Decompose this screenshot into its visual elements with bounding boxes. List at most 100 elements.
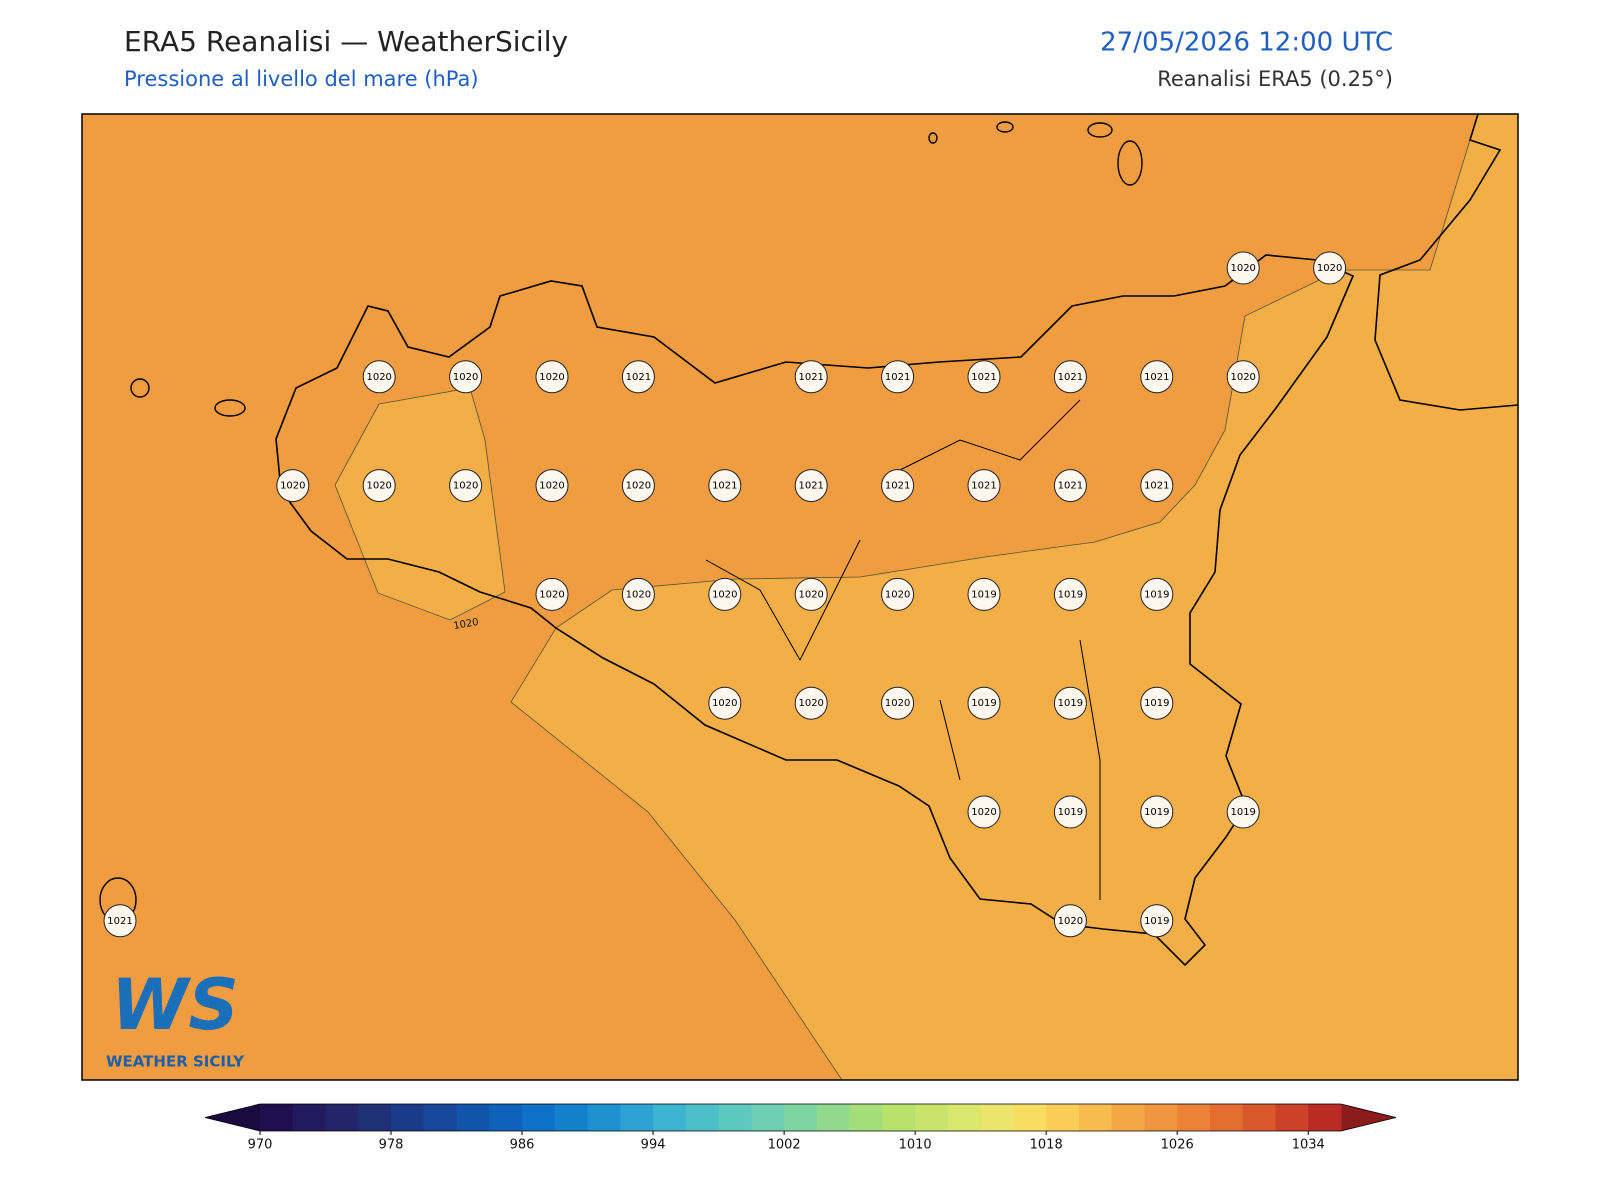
province-border	[705, 399, 1101, 900]
colorbar-segment	[391, 1104, 425, 1131]
station-value: 1020	[1058, 916, 1083, 927]
station-value: 1020	[712, 698, 737, 709]
station-marker	[362, 469, 396, 503]
station-value: 1019	[971, 698, 996, 709]
station-value: 1019	[1058, 698, 1083, 709]
station-marker	[708, 469, 742, 503]
station-marker	[1140, 360, 1174, 394]
station-value: 1021	[1144, 481, 1169, 492]
station-marker	[621, 577, 655, 611]
colorbar-segment	[260, 1104, 294, 1131]
station-marker	[621, 469, 655, 503]
map-frame	[81, 113, 1519, 1081]
station-value: 1021	[1144, 372, 1169, 383]
station-value: 1020	[1317, 263, 1342, 274]
island	[1117, 140, 1143, 186]
station-marker	[708, 577, 742, 611]
colorbar-tick-label: 994	[641, 1138, 666, 1153]
station-marker	[1140, 686, 1174, 720]
station-marker	[276, 469, 310, 503]
station-value: 1020	[539, 589, 564, 600]
colorbar-tick-label: 1002	[768, 1138, 801, 1153]
station-marker	[1053, 577, 1087, 611]
station-value: 1019	[1144, 807, 1169, 818]
colorbar-segment	[882, 1104, 916, 1131]
station-marker	[967, 577, 1001, 611]
island	[928, 132, 938, 144]
station-marker	[1140, 577, 1174, 611]
station-value: 1020	[1230, 372, 1255, 383]
colorbar-segment	[1308, 1104, 1342, 1131]
station-value: 1019	[1144, 589, 1169, 600]
colorbar-segment	[718, 1104, 752, 1131]
colorbar-under	[205, 1104, 260, 1131]
station-value: 1021	[626, 372, 651, 383]
colorbar-segment	[620, 1104, 654, 1131]
station-value: 1019	[1058, 589, 1083, 600]
colorbar-segment	[489, 1104, 523, 1131]
colorbar-outline	[204, 1103, 1397, 1132]
station-marker	[1053, 795, 1087, 829]
station-marker	[535, 360, 569, 394]
colorbar-segment	[292, 1104, 327, 1131]
pressure-band	[510, 113, 1519, 1081]
station-value: 1019	[1144, 916, 1169, 927]
station-marker	[1226, 795, 1260, 829]
station-marker	[794, 577, 828, 611]
colorbar-segment	[915, 1104, 949, 1131]
station-value: 1020	[712, 589, 737, 600]
station-marker	[103, 904, 137, 938]
station-value: 1020	[626, 481, 651, 492]
colorbar-segment	[456, 1104, 490, 1131]
station-value: 1021	[712, 481, 737, 492]
station-value: 1020	[366, 481, 391, 492]
colorbar-segment	[849, 1104, 883, 1131]
pressure-band	[334, 387, 506, 621]
colorbar-segment	[784, 1104, 818, 1131]
station-marker	[1140, 904, 1174, 938]
colorbar-segment	[980, 1104, 1014, 1131]
colorbar-segment	[751, 1104, 785, 1131]
colorbar-segment	[522, 1104, 556, 1131]
station-marker	[881, 577, 915, 611]
island	[1087, 122, 1113, 138]
colorbar-segment	[554, 1104, 589, 1131]
station-marker	[967, 686, 1001, 720]
station-marker	[449, 469, 483, 503]
station-value: 1020	[1230, 263, 1255, 274]
island	[996, 121, 1014, 133]
station-marker	[1053, 904, 1087, 938]
colorbar-segment	[1275, 1104, 1309, 1131]
station-value: 1020	[453, 481, 478, 492]
station-value: 1020	[366, 372, 391, 383]
station-value: 1021	[971, 481, 996, 492]
colorbar-segment	[587, 1104, 621, 1131]
station-marker	[794, 360, 828, 394]
colorbar-segment	[1046, 1104, 1080, 1131]
station-value: 1020	[539, 481, 564, 492]
colorbar-tick-label: 1010	[899, 1138, 932, 1153]
source: Reanalisi ERA5 (0.25°)	[1157, 67, 1393, 91]
colorbar-segment	[1242, 1104, 1276, 1131]
colorbar-segment	[358, 1104, 392, 1131]
station-marker	[794, 686, 828, 720]
colorbar-segment	[653, 1104, 687, 1131]
station-marker	[794, 469, 828, 503]
station-marker	[1140, 469, 1174, 503]
station-marker	[1226, 360, 1260, 394]
colorbar-tick-label: 970	[248, 1138, 273, 1153]
station-value: 1021	[885, 372, 910, 383]
colorbar-tick-label: 1026	[1161, 1138, 1194, 1153]
station-marker	[1053, 360, 1087, 394]
colorbar: 970 978 986 994 1002 1010 1018 1026 1034	[204, 1103, 1397, 1153]
station-layer: 1020 1020 1020 1020 1020 1021 1021 1021 1021 1021…	[103, 251, 1347, 938]
island	[214, 399, 246, 417]
station-value: 1021	[798, 481, 823, 492]
station-marker	[967, 360, 1001, 394]
colorbar-segment	[1209, 1104, 1244, 1131]
colorbar-tick-label: 978	[379, 1138, 404, 1153]
colorbar-segment	[1111, 1104, 1145, 1131]
colorbar-segment	[685, 1104, 720, 1131]
station-value: 1020	[798, 698, 823, 709]
